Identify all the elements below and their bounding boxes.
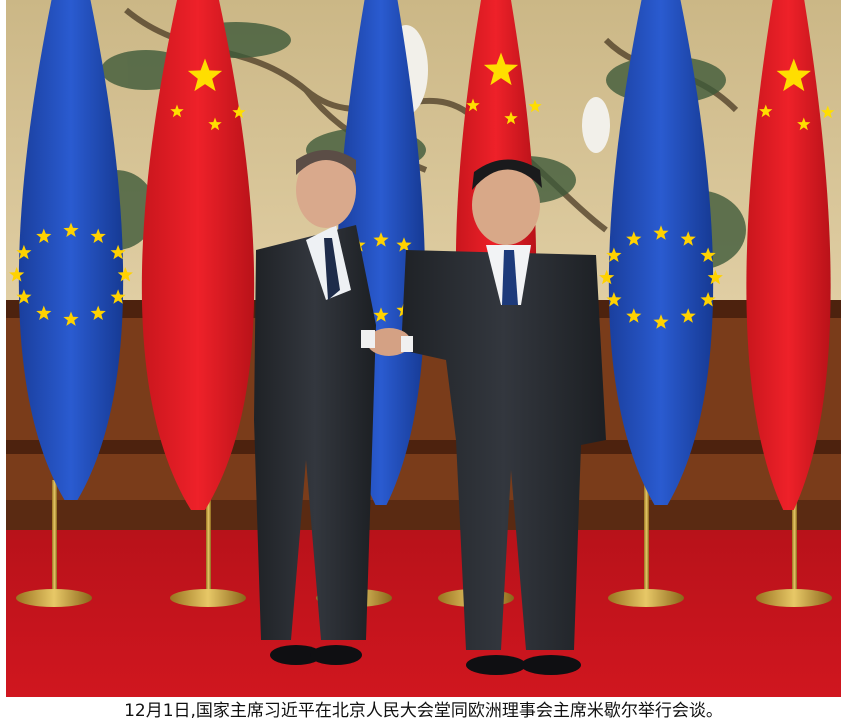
- eu-flag-1: [9, 0, 133, 607]
- news-photo: [6, 0, 841, 697]
- photo-caption: 12月1日,国家主席习近平在北京人民大会堂同欧洲理事会主席米歇尔举行会谈。: [124, 701, 723, 721]
- eu-flag-5: [599, 0, 723, 607]
- china-flag-6: [746, 0, 835, 607]
- handshake: [361, 328, 413, 356]
- person-right: [401, 159, 606, 675]
- china-flag-2: [141, 0, 255, 607]
- red-carpet: [6, 530, 841, 697]
- person-left: [254, 150, 376, 665]
- photo-scene: [6, 0, 841, 697]
